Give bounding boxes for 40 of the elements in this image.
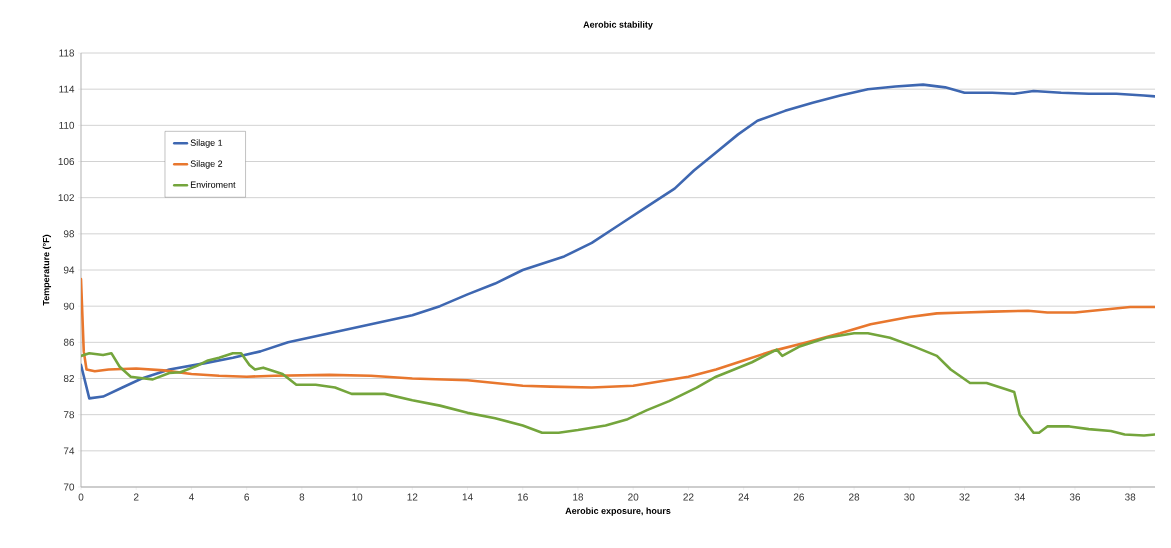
y-tick-label: 94 <box>63 266 75 274</box>
y-tick-label: 74 <box>63 447 75 455</box>
y-tick-label: 82 <box>63 374 74 383</box>
y-tick-label: 106 <box>58 157 75 166</box>
y-tick-label: 102 <box>58 194 74 202</box>
x-tick-label: 14 <box>462 493 473 501</box>
y-tick-label: 90 <box>63 302 75 310</box>
x-tick-label: 38 <box>1125 493 1136 501</box>
y-tick-label: 114 <box>59 85 75 93</box>
chart-title: Aerobic stability <box>583 21 653 30</box>
legend-label: Silage 1 <box>190 139 223 148</box>
x-tick-label: 18 <box>573 493 584 501</box>
line-series <box>81 83 1156 400</box>
x-tick-label: 16 <box>517 493 528 501</box>
x-tick-label: 20 <box>628 493 639 501</box>
y-tick-label: 70 <box>63 483 75 491</box>
y-tick-label: 110 <box>59 121 75 129</box>
x-tick-label: 12 <box>407 493 418 501</box>
y-tick-label: 118 <box>59 49 75 57</box>
y-axis-title: Temperature (°F) <box>42 234 52 306</box>
legend-label: Enviroment <box>190 181 236 188</box>
x-tick-label: 36 <box>1069 493 1081 501</box>
x-tick-label: 28 <box>849 493 860 501</box>
y-tick-label: 98 <box>63 230 75 238</box>
legend-label: Silage 2 <box>190 160 223 169</box>
x-axis-title: Aerobic exposure, hours <box>565 507 671 516</box>
x-tick-label: 2 <box>133 493 139 501</box>
x-tick-label: 10 <box>352 493 363 501</box>
y-tick-label: 86 <box>63 338 75 346</box>
x-tick-label: 32 <box>959 493 970 501</box>
x-tick-label: 0 <box>78 493 84 501</box>
x-tick-label: 26 <box>793 493 804 501</box>
x-tick-label: 8 <box>299 493 305 501</box>
y-tick-label: 78 <box>63 411 75 419</box>
x-tick-label: 24 <box>738 493 749 501</box>
x-tick-label: 4 <box>188 493 194 501</box>
x-tick-label: 30 <box>904 493 915 501</box>
x-tick-label: 22 <box>683 493 694 501</box>
x-tick-label: 6 <box>244 493 249 501</box>
x-tick-label: 34 <box>1014 493 1025 501</box>
